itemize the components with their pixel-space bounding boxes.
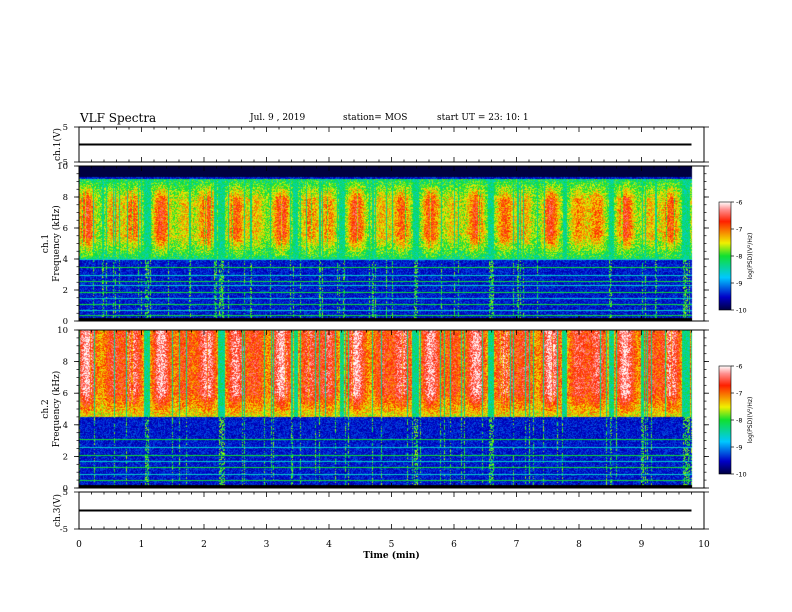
- ch2-colorbar: -6 -7 -8 -9 -10 log(PSD)(V²/Hz): [718, 363, 754, 479]
- colorbar-gradient: [718, 365, 732, 475]
- y-tick-label: 0: [63, 484, 68, 494]
- y-tick-label: 10: [57, 326, 68, 336]
- ch1-colorbar: -6 -7 -8 -9 -10 log(PSD)(V²/Hz): [718, 199, 754, 315]
- y-tick-label: 0: [63, 317, 68, 327]
- y-tick-label: 8: [63, 358, 68, 368]
- y-tick-label: 5: [63, 488, 68, 498]
- colorbar-gradient: [718, 201, 732, 311]
- y-axis-label: ch.2Frequency (kHz): [41, 371, 62, 448]
- ch1-spectrogram-panel: 0 2 4 6 8 10 ch.1Frequency (kHz): [41, 162, 709, 327]
- y-tick-label: 6: [63, 389, 68, 399]
- x-tick-label: 1: [139, 540, 145, 550]
- header-start-time: start UT = 23: 10: 1: [437, 113, 529, 123]
- x-tick-label: 3: [264, 540, 270, 550]
- header-date: Jul. 9 , 2019: [250, 113, 306, 123]
- x-tick-label: 9: [639, 540, 645, 550]
- ch1-voltage-panel: 5 -5ch.1(V): [52, 123, 709, 168]
- colorbar-tick-label: -8: [736, 417, 742, 425]
- x-tick-label: 2: [201, 540, 207, 550]
- y-tick-label: -5: [60, 525, 68, 535]
- y-tick-label: 4: [63, 421, 68, 431]
- y-tick-label: 2: [63, 452, 68, 462]
- y-tick-label: 4: [63, 255, 68, 265]
- y-axis-label-channel: ch.2: [41, 399, 51, 418]
- y-axis-label: ch.1Frequency (kHz): [41, 205, 62, 282]
- ch3-voltage-panel: 5 -5ch.3(V) 0 1 2 3 4 5 6 7 8 9 10 Time (min): [52, 488, 710, 561]
- colorbar-tick-label: -7: [736, 390, 742, 398]
- header-station: station= MOS: [343, 113, 408, 123]
- colorbar-tick-label: -8: [736, 253, 742, 261]
- colorbar-tick-label: -7: [736, 226, 742, 234]
- y-tick-label: 8: [63, 193, 68, 203]
- chart-title: VLF Spectra: [80, 111, 157, 125]
- x-tick-label: 5: [389, 540, 395, 550]
- x-tick-label: 7: [514, 540, 520, 550]
- x-tick-label: 6: [451, 540, 457, 550]
- y-axis-label-quantity: Frequency (kHz): [51, 371, 62, 448]
- y-axis-label: ch.3(V): [52, 494, 63, 527]
- x-tick-label: 4: [326, 540, 332, 550]
- y-axis-label: ch.1(V): [52, 128, 63, 161]
- x-tick-label: 10: [698, 540, 710, 550]
- y-tick-label: -5: [60, 158, 68, 168]
- colorbar-tick-label: -6: [736, 363, 742, 371]
- colorbar-label: log(PSD)(V²/Hz): [747, 397, 754, 444]
- spectrogram-raster: [79, 166, 704, 321]
- colorbar-tick-label: -10: [736, 471, 747, 479]
- y-tick-label: 5: [63, 123, 68, 133]
- y-axis-label-quantity: Frequency (kHz): [51, 205, 62, 282]
- x-tick-label: 8: [576, 540, 582, 550]
- y-tick-label: 2: [63, 286, 68, 296]
- x-axis-label: Time (min): [363, 550, 420, 561]
- colorbar-tick-label: -9: [736, 444, 742, 452]
- spectrogram-raster: [79, 330, 704, 488]
- colorbar-tick-label: -9: [736, 280, 742, 288]
- y-tick-label: 6: [63, 224, 68, 234]
- colorbar-label: log(PSD)(V²/Hz): [747, 233, 754, 280]
- y-tick-label: 10: [57, 162, 68, 172]
- y-axis-label-channel: ch.1: [41, 234, 51, 253]
- x-tick-label: 0: [76, 540, 82, 550]
- colorbar-tick-label: -10: [736, 307, 747, 315]
- ch2-spectrogram-panel: 0 2 4 6 8 10 ch.2Frequency (kHz): [41, 326, 709, 494]
- colorbar-tick-label: -6: [736, 199, 742, 207]
